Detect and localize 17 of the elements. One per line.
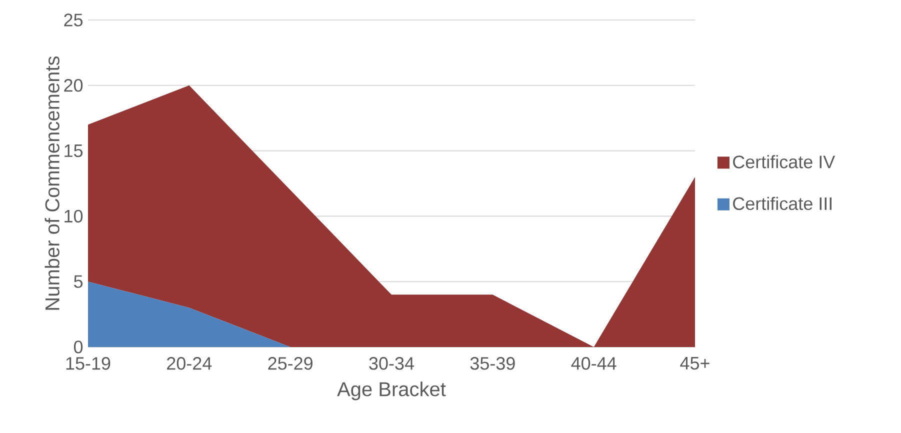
legend-label: Certificate IV: [733, 155, 836, 168]
x-tick-label: 30-34: [369, 357, 414, 370]
x-tick-label: 25-29: [268, 357, 312, 370]
x-axis-title: Age Bracket: [337, 382, 446, 400]
x-tick-label: 40-44: [571, 357, 616, 370]
legend-label: Certificate III: [733, 196, 832, 210]
x-tick-label: 20-24: [167, 357, 212, 370]
y-tick-label: 0: [74, 340, 83, 354]
y-tick-label: 5: [74, 275, 83, 288]
y-tick-label: 15: [64, 144, 83, 158]
x-tick-label: 45+: [680, 357, 710, 370]
y-tick-label: 25: [64, 14, 83, 26]
x-tick-label: 15-19: [66, 357, 110, 370]
y-tick-label: 10: [64, 210, 83, 223]
y-tick-label: 20: [64, 79, 83, 92]
y-axis-title: Number of Commencements: [44, 56, 60, 310]
x-tick-label: 35-39: [470, 357, 515, 370]
